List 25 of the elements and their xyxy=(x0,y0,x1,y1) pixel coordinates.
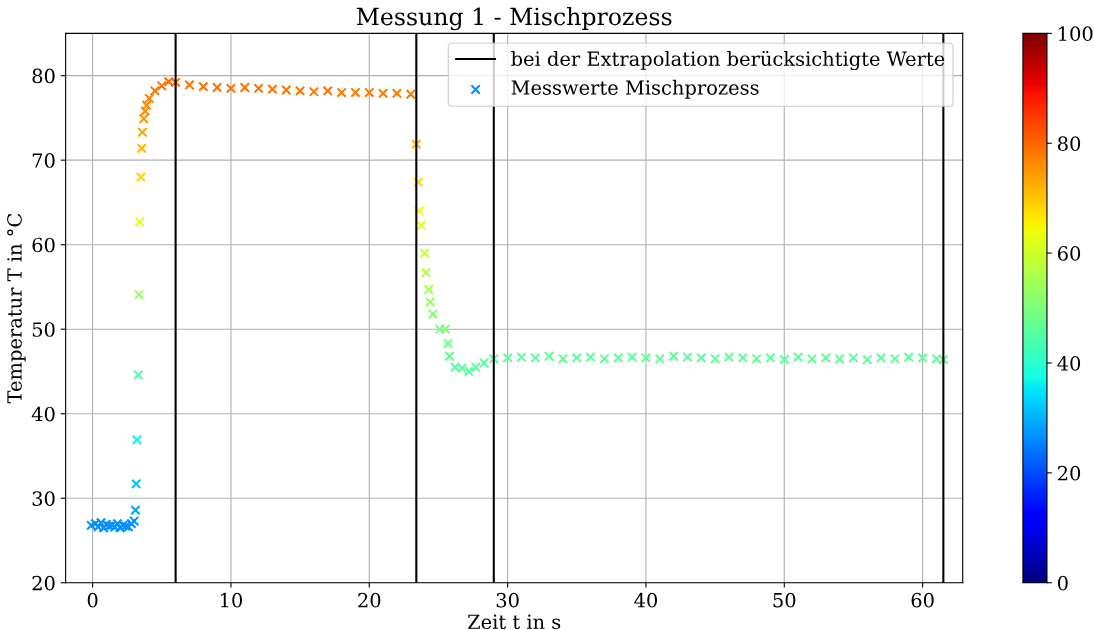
legend-label: Messwerte Mischprozess xyxy=(511,79,759,99)
color-bar-label: 80 xyxy=(1057,136,1081,151)
color-bar-label: 60 xyxy=(1057,246,1081,261)
color-bar-label: 40 xyxy=(1057,355,1081,371)
x-tick-label: 30 xyxy=(496,592,519,608)
y-tick-label: 60 xyxy=(32,237,55,253)
color-bar-label: 20 xyxy=(1058,465,1081,481)
x-tick-label: 40 xyxy=(634,592,658,608)
y-tick-label: 50 xyxy=(32,322,55,337)
x-axis-title: Zeit t in s xyxy=(467,614,561,630)
chart-title: Messung 1 - Mischprozess xyxy=(356,7,672,31)
y-tick-label: 30 xyxy=(32,491,55,506)
y-axis-title: Temperatur T in °C xyxy=(7,213,26,404)
y-tick-label: 40 xyxy=(31,406,55,422)
y-tick-label: 80 xyxy=(32,68,55,84)
x-tick-label: 50 xyxy=(773,592,796,608)
y-tick-label: 20 xyxy=(32,575,55,591)
x-tick-label: 10 xyxy=(220,592,243,608)
x-tick-label: 0 xyxy=(87,592,98,608)
x-tick-label: 60 xyxy=(911,592,934,608)
color-bar-label: 100 xyxy=(1059,26,1093,42)
x-tick-label: 20 xyxy=(358,592,381,608)
color-bar-label: 0 xyxy=(1057,575,1068,591)
ref-line-label: bei der Extrapolation berücksichtigte Werte xyxy=(511,50,945,71)
y-tick-label: 70 xyxy=(32,153,55,168)
